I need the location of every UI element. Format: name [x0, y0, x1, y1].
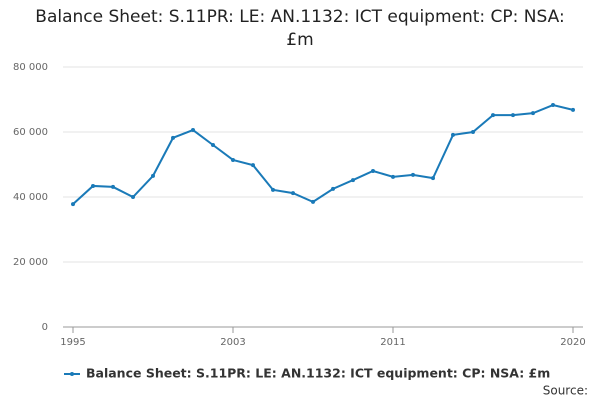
- x-tick-label: 2020: [560, 337, 585, 348]
- point: [391, 174, 395, 179]
- point: [571, 107, 575, 112]
- legend-label: Balance Sheet: S.11PR: LE: AN.1132: ICT …: [86, 366, 550, 381]
- point: [351, 178, 355, 183]
- point: [511, 113, 515, 118]
- line: [72, 103, 574, 205]
- x-tick-label: 2003: [220, 337, 245, 348]
- point: [491, 113, 495, 118]
- point: [291, 191, 295, 196]
- y-tick-label: 40 000: [13, 192, 48, 203]
- x-tick-label: 2011: [380, 337, 405, 348]
- point: [151, 173, 155, 178]
- source: Source:: [543, 384, 588, 398]
- point: [191, 128, 195, 133]
- chart-title: Balance Sheet: S.11PR: LE: AN.1132: ICT …: [35, 7, 565, 50]
- y-tick-label: 0: [42, 322, 48, 333]
- legend-marker: [70, 372, 74, 376]
- point: [471, 130, 475, 134]
- point: [331, 186, 335, 191]
- y-tick-label: 20 000: [13, 257, 48, 268]
- point: [71, 202, 75, 207]
- point: [531, 111, 535, 116]
- point: [111, 184, 115, 189]
- point: [171, 135, 175, 140]
- point: [251, 163, 255, 168]
- point: [551, 103, 555, 108]
- point: [311, 199, 315, 204]
- point: [131, 195, 135, 199]
- x-tick-label: 1995: [60, 337, 85, 348]
- point: [431, 176, 435, 181]
- point: [451, 132, 455, 137]
- point: [371, 169, 375, 173]
- point: [211, 143, 215, 147]
- point: [231, 157, 235, 162]
- point: [271, 187, 275, 192]
- point: [411, 172, 415, 177]
- y-tick-label: 80 000: [13, 62, 48, 73]
- point: [91, 183, 95, 188]
- y-tick-label: 60 000: [13, 127, 48, 138]
